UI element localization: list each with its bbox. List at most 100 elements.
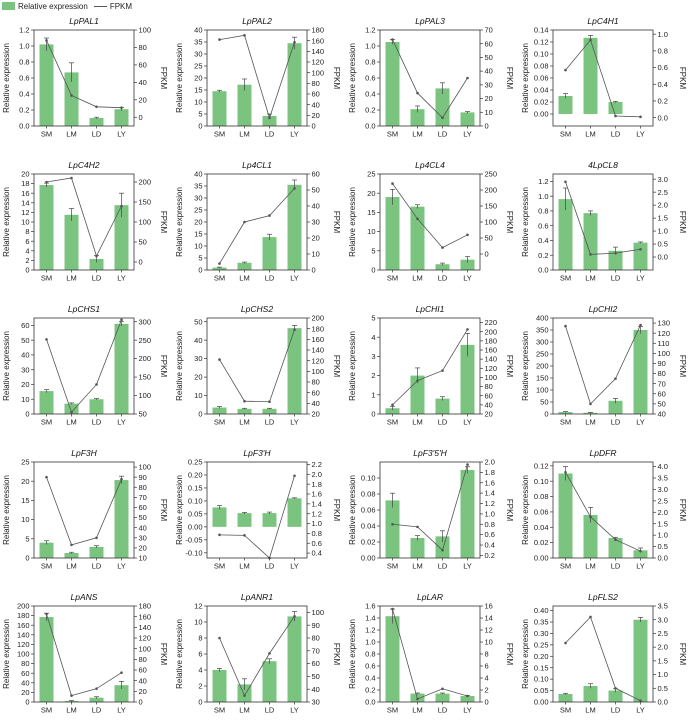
fpkm-point xyxy=(589,402,592,406)
y2-tick-label: 120 xyxy=(312,58,325,67)
y2-tick-label: 180 xyxy=(312,26,325,35)
y-tick-label: 0 xyxy=(198,410,202,419)
y-tick-label: 0.00 xyxy=(188,522,203,531)
y2-tick-label: 60 xyxy=(485,39,493,48)
y2-tick-label: 100 xyxy=(139,391,152,400)
bar xyxy=(237,84,252,126)
y-tick-label: 1.0 xyxy=(365,42,375,51)
y-tick-label: -0.10 xyxy=(185,548,202,557)
y-tick-label: 4 xyxy=(371,333,375,342)
bar xyxy=(558,473,573,558)
fpkm-point xyxy=(614,538,617,542)
x-tick-label: LD xyxy=(265,706,275,715)
y-tick-label: 100 xyxy=(536,386,549,395)
y-tick-label: 0.2 xyxy=(538,251,548,260)
bar xyxy=(608,538,623,558)
x-tick-label: LD xyxy=(438,562,448,571)
fpkm-line xyxy=(219,34,295,120)
fpkm-point xyxy=(268,214,271,217)
chart-title: LpPAL1 xyxy=(69,16,99,26)
x-tick-label: LD xyxy=(265,562,275,571)
y2-tick-label: 100 xyxy=(312,367,325,376)
y2-tick-label: 50 xyxy=(312,672,320,681)
y-tick-label: 40 xyxy=(194,170,202,179)
bar xyxy=(287,184,302,270)
y2-tick-label: 100 xyxy=(485,218,498,227)
y-tick-label: 8 xyxy=(198,634,202,643)
fpkm-point xyxy=(416,91,419,95)
y-tick-label: 0.08 xyxy=(534,492,549,501)
y2-tick-label: 0.0 xyxy=(658,113,668,122)
y2-tick-label: 100 xyxy=(485,373,498,382)
chart-title: LpANR1 xyxy=(241,592,273,602)
x-tick-label: LY xyxy=(463,274,472,283)
bar xyxy=(212,267,227,270)
y-tick-label: 0.25 xyxy=(534,640,549,649)
y2-tick-label: 2.0 xyxy=(658,508,668,517)
y-tick-label: 0.4 xyxy=(538,236,548,245)
x-tick-label: LM xyxy=(66,130,76,139)
y2-tick-label: 0.0 xyxy=(658,698,668,707)
y-tick-label: 0.02 xyxy=(534,538,549,547)
fpkm-line xyxy=(219,329,295,403)
x-tick-label: LD xyxy=(92,130,102,139)
y-tick-label: 50 xyxy=(194,317,202,326)
fpkm-line xyxy=(565,616,641,701)
y-tick-label: 0 xyxy=(25,698,29,707)
y2-tick-label: 90 xyxy=(139,473,147,482)
x-tick-label: LD xyxy=(92,562,102,571)
plot-frame xyxy=(33,317,135,415)
y2-tick-label: 80 xyxy=(312,79,320,88)
y2-tick-label: 150 xyxy=(485,202,498,211)
bar xyxy=(460,696,475,702)
y-tick-label: 0.10 xyxy=(534,477,549,486)
legend-line-swatch xyxy=(93,5,107,7)
y-tick-label: 0.6 xyxy=(365,662,375,671)
y2-tick-label: 80 xyxy=(139,655,147,664)
y2-tick-label: 2.0 xyxy=(485,458,495,467)
y2-tick-label: 140 xyxy=(312,346,325,355)
y-tick-label: 0.04 xyxy=(361,522,376,531)
chart-title: Lp4CL4 xyxy=(415,160,445,170)
fpkm-point xyxy=(70,543,73,547)
y-axis-label: Relative expression xyxy=(521,187,530,257)
y-tick-label: 0.02 xyxy=(534,98,549,107)
x-tick-label: LY xyxy=(636,130,645,139)
y-tick-label: 20 xyxy=(21,170,29,179)
y-tick-label: 50 xyxy=(21,336,29,345)
bar xyxy=(262,408,277,414)
x-tick-label: LY xyxy=(117,418,126,427)
legend: Relative expression FPKM xyxy=(2,0,132,12)
x-tick-label: LM xyxy=(585,274,595,283)
chart-title: LpF3'5'H xyxy=(413,448,447,458)
y-tick-label: 10 xyxy=(194,391,202,400)
legend-line-label: FPKM xyxy=(109,1,133,11)
chart-title: LpCHS2 xyxy=(241,304,273,314)
y-tick-label: 60 xyxy=(21,321,29,330)
y2-tick-label: 90 xyxy=(658,359,666,368)
y-tick-label: 400 xyxy=(536,314,549,323)
y-tick-label: 5 xyxy=(371,314,375,323)
y2-tick-label: 70 xyxy=(658,379,666,388)
y-tick-label: 0.25 xyxy=(188,458,203,467)
x-tick-label: LY xyxy=(290,274,299,283)
y2-axis-label: FPKM xyxy=(678,67,687,90)
y2-tick-label: 1.8 xyxy=(312,480,322,489)
y-tick-label: 10 xyxy=(21,395,29,404)
y2-tick-label: 0.6 xyxy=(485,530,495,539)
x-tick-label: LM xyxy=(239,706,249,715)
y-tick-label: 0.20 xyxy=(188,471,203,480)
y-tick-label: 0.15 xyxy=(188,484,203,493)
x-tick-label: SM xyxy=(387,418,398,427)
y-axis-label: Relative expression xyxy=(175,331,184,401)
y2-tick-label: 80 xyxy=(312,634,320,643)
y2-tick-label: 20 xyxy=(139,543,147,552)
bar xyxy=(608,400,623,414)
bar xyxy=(385,408,400,414)
y-tick-label: 0 xyxy=(198,698,202,707)
plot-frame xyxy=(379,317,481,415)
y-tick-label: 40 xyxy=(21,351,29,360)
chart-panel: LpF3'H -0.10 -0.05 0.00 0.05 0.10 0.15 0.20 0.25… xyxy=(175,448,341,571)
y2-tick-label: 70 xyxy=(312,646,320,655)
bar xyxy=(583,514,598,558)
